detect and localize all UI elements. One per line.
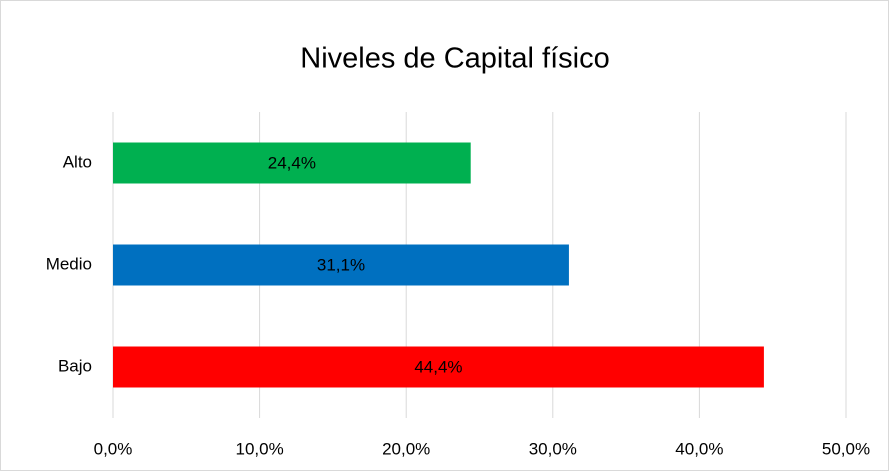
- x-tick-label: 50,0%: [822, 439, 870, 458]
- x-tick-label: 40,0%: [675, 439, 723, 458]
- data-label: 31,1%: [317, 255, 365, 274]
- x-tick-label: 10,0%: [235, 439, 283, 458]
- x-tick-label: 0,0%: [94, 439, 133, 458]
- data-label: 24,4%: [268, 153, 316, 172]
- chart-title: Niveles de Capital físico: [300, 43, 609, 75]
- x-tick-label: 20,0%: [382, 439, 430, 458]
- bar: [113, 244, 569, 286]
- bar: [113, 142, 471, 184]
- x-tick-label: 30,0%: [529, 439, 577, 458]
- y-tick-label: Alto: [63, 152, 92, 171]
- y-tick-label: Medio: [46, 254, 92, 273]
- y-tick-label: Bajo: [58, 356, 92, 375]
- data-label: 44,4%: [414, 357, 462, 376]
- bar: [113, 346, 764, 388]
